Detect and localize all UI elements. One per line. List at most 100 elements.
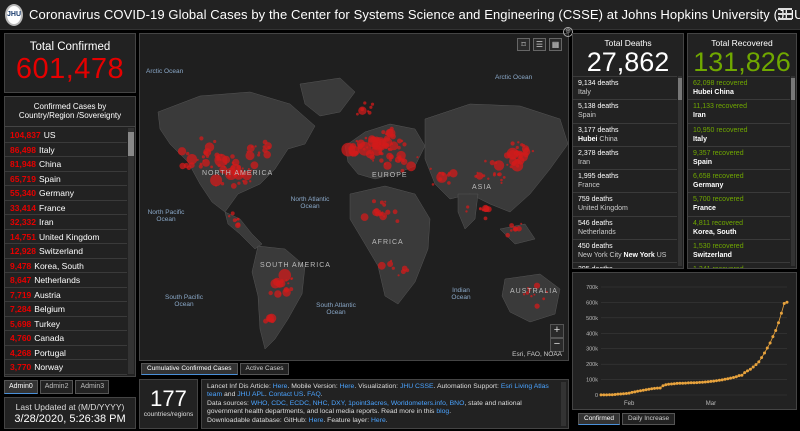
country-row[interactable]: 5,698 Turkey: [5, 317, 127, 331]
death-item[interactable]: 450 deaths New York City New York US: [573, 239, 677, 262]
case-bubble[interactable]: [492, 173, 496, 177]
scroll-thumb[interactable]: [128, 132, 134, 156]
case-bubble[interactable]: [233, 171, 237, 175]
zoom-out-button[interactable]: −: [550, 338, 564, 352]
case-bubble[interactable]: [383, 215, 386, 218]
case-bubble[interactable]: [246, 150, 249, 153]
country-list-scrollbar[interactable]: [128, 128, 134, 374]
tab-active-cases[interactable]: Active Cases: [239, 363, 290, 375]
case-bubble[interactable]: [204, 142, 215, 152]
data-point[interactable]: [630, 390, 634, 394]
case-bubble[interactable]: [531, 149, 535, 153]
country-row[interactable]: 7,719 Austria: [5, 288, 127, 302]
death-item[interactable]: 546 deaths Netherlands: [573, 215, 677, 239]
recovered-item[interactable]: 1,530 recovered Switzerland: [688, 239, 790, 262]
death-item[interactable]: 759 deaths United Kingdom: [573, 192, 677, 215]
case-bubble[interactable]: [395, 156, 402, 163]
case-bubble[interactable]: [360, 213, 369, 222]
country-row[interactable]: 3,640Australia: [5, 375, 127, 377]
case-bubble[interactable]: [429, 167, 432, 170]
sources-link[interactable]: WHO, CDC, ECDC, NHC, DXY, 1point3acres, …: [250, 399, 465, 407]
case-bubble[interactable]: [446, 173, 451, 177]
case-bubble[interactable]: [502, 176, 506, 179]
case-bubble[interactable]: [509, 165, 513, 169]
country-row[interactable]: 14,751 United Kingdom: [5, 230, 127, 244]
case-bubble[interactable]: [230, 183, 237, 189]
country-row[interactable]: 4,760 Canada: [5, 331, 127, 346]
case-bubble[interactable]: [466, 205, 470, 209]
recovered-item[interactable]: 62,098 recovered Hubei China: [688, 76, 790, 99]
data-point[interactable]: [655, 386, 659, 390]
recovered-item[interactable]: 9,357 recovered Spain: [688, 145, 790, 169]
case-bubble[interactable]: [378, 210, 381, 212]
case-bubble[interactable]: [289, 287, 294, 292]
case-bubble[interactable]: [533, 293, 536, 296]
case-bubble[interactable]: [372, 199, 376, 204]
case-bubble[interactable]: [287, 282, 290, 285]
tab-admin3[interactable]: Admin3: [75, 380, 110, 394]
country-row[interactable]: 81,948 China: [5, 157, 127, 172]
tab-admin2[interactable]: Admin2: [39, 380, 74, 394]
data-point[interactable]: [681, 381, 685, 385]
case-bubble[interactable]: [449, 169, 458, 178]
data-point[interactable]: [732, 376, 735, 379]
case-bubble[interactable]: [509, 223, 514, 228]
case-bubble[interactable]: [525, 291, 530, 295]
data-point[interactable]: [633, 390, 637, 394]
case-bubble[interactable]: [238, 172, 242, 176]
case-bubble[interactable]: [227, 174, 232, 178]
recovered-item[interactable]: 4,811 recovered Korea, South: [688, 215, 790, 239]
case-bubble[interactable]: [542, 297, 546, 301]
case-bubble[interactable]: [400, 269, 406, 275]
case-bubble[interactable]: [392, 209, 398, 215]
feature-layer-link[interactable]: Here: [371, 416, 386, 424]
case-bubble[interactable]: [533, 282, 541, 289]
tab-daily-increase[interactable]: Daily Increase: [621, 413, 676, 425]
recovered-scrollbar[interactable]: [791, 76, 795, 266]
case-bubble[interactable]: [245, 151, 255, 161]
case-bubble[interactable]: [436, 171, 448, 183]
case-bubble[interactable]: [545, 290, 548, 293]
data-point[interactable]: [760, 356, 764, 360]
recovered-item[interactable]: 5,700 recovered France: [688, 192, 790, 215]
case-bubble[interactable]: [388, 154, 394, 160]
data-point[interactable]: [675, 381, 679, 385]
data-point[interactable]: [698, 380, 702, 384]
death-item[interactable]: 5,138 deaths Spain: [573, 99, 677, 122]
case-bubble[interactable]: [387, 261, 394, 267]
case-bubble[interactable]: [479, 207, 482, 210]
case-bubble[interactable]: [360, 107, 365, 112]
case-bubble[interactable]: [522, 147, 531, 156]
case-bubble[interactable]: [220, 182, 225, 186]
case-bubble[interactable]: [356, 112, 359, 116]
data-point[interactable]: [610, 393, 614, 397]
case-bubble[interactable]: [216, 156, 219, 159]
case-bubble[interactable]: [390, 259, 393, 262]
data-point[interactable]: [641, 388, 645, 392]
case-bubble[interactable]: [213, 139, 217, 144]
case-bubble[interactable]: [534, 303, 540, 309]
case-bubble[interactable]: [262, 147, 268, 153]
case-bubble[interactable]: [402, 142, 407, 147]
case-bubble[interactable]: [382, 137, 393, 148]
case-bubble[interactable]: [222, 155, 231, 164]
data-point[interactable]: [647, 387, 651, 391]
country-row[interactable]: 3,770 Norway: [5, 360, 127, 375]
tab-confirmed[interactable]: Confirmed: [578, 413, 620, 425]
case-bubble[interactable]: [527, 288, 531, 292]
case-bubble[interactable]: [378, 151, 381, 154]
case-bubble[interactable]: [285, 279, 288, 282]
faq-link[interactable]: FAQ: [307, 391, 321, 399]
data-point[interactable]: [622, 392, 625, 396]
case-bubble[interactable]: [242, 170, 252, 181]
case-bubble[interactable]: [389, 158, 392, 162]
case-bubble[interactable]: [341, 142, 356, 157]
world-map[interactable]: Arctic Ocean Arctic Ocean North Atlantic…: [139, 33, 569, 361]
case-bubble[interactable]: [199, 136, 204, 141]
data-point[interactable]: [639, 389, 642, 393]
case-bubble[interactable]: [179, 162, 186, 170]
case-bubble[interactable]: [370, 102, 375, 106]
case-bubble[interactable]: [515, 145, 519, 150]
case-bubble[interactable]: [249, 180, 252, 183]
data-point[interactable]: [763, 351, 766, 355]
